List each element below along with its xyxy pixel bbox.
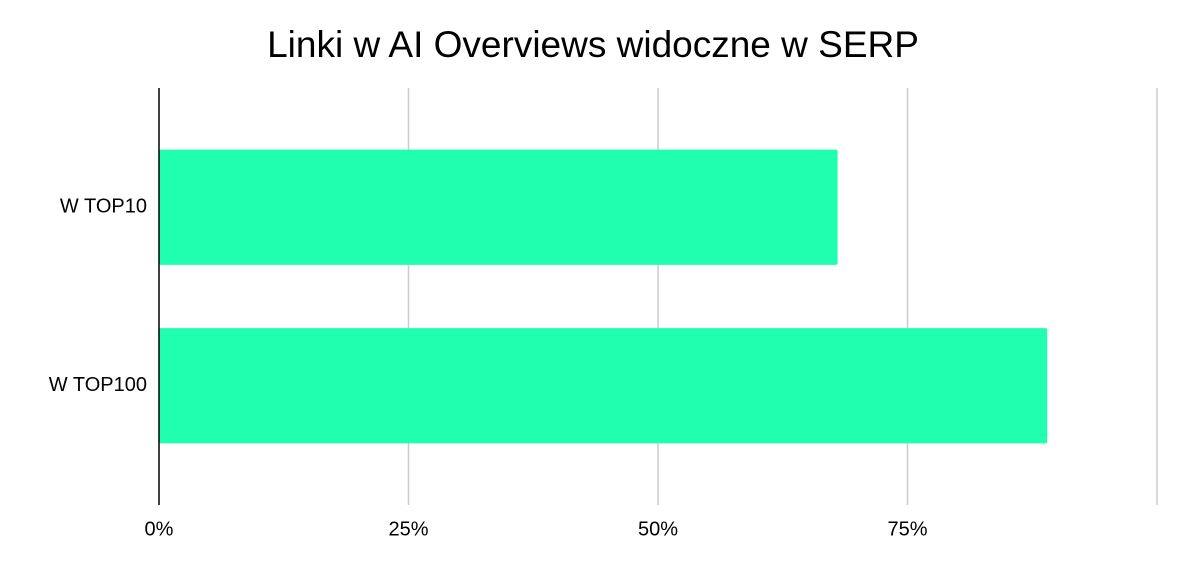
bar xyxy=(159,149,838,265)
chart-title: Linki w AI Overviews widoczne w SERP xyxy=(267,24,919,65)
y-tick-label: W TOP100 xyxy=(49,374,147,396)
y-tick-label: W TOP10 xyxy=(60,196,147,218)
bar xyxy=(159,328,1048,444)
x-tick-label: 0% xyxy=(145,518,174,540)
x-tick-label: 50% xyxy=(638,518,678,540)
x-tick-label: 25% xyxy=(388,518,428,540)
x-tick-label: 75% xyxy=(887,518,927,540)
